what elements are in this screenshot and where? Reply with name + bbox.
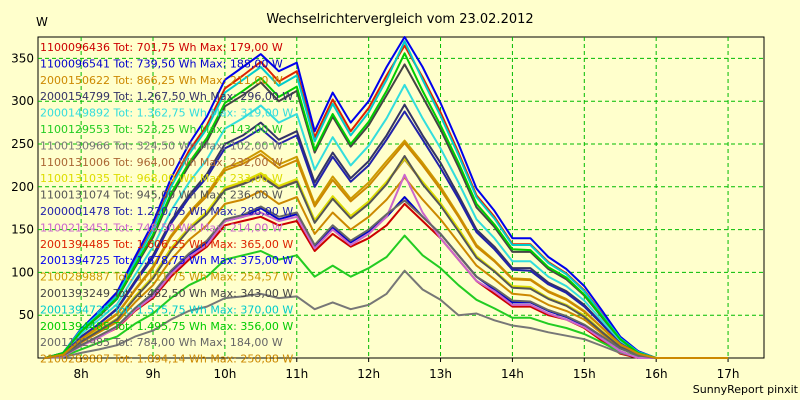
y-tick-label: 300	[11, 94, 34, 108]
x-tick-label: 11h	[285, 367, 308, 381]
series-lines	[44, 36, 729, 359]
legend-entry: 1100096436 Tot: 701,75 Wh Max: 179,00 W	[40, 41, 283, 54]
legend-entry: 2001394485 Tot: 1.606,25 Wh Max: 365,00 …	[40, 238, 293, 251]
series-line	[45, 234, 729, 359]
y-tick-label: 250	[11, 137, 34, 151]
series-line	[45, 269, 729, 359]
y-axis-ticks: 50 100 150 200 250 300 350	[11, 51, 34, 322]
x-tick-label: 17h	[717, 367, 740, 381]
legend-entry: 2000154799 Tot: 1.267,50 Wh Max: 296,00 …	[40, 90, 293, 103]
legend-entry: 2000149892 Tot: 1.362,75 Wh Max: 319,00 …	[40, 107, 293, 120]
legend-entry: 2001394725 Tot: 1.678,75 Wh Max: 375,00 …	[40, 254, 293, 267]
legend-entry: 2000150622 Tot: 866,25 Wh Max: 211,00 W	[40, 74, 283, 87]
x-tick-label: 8h	[74, 367, 89, 381]
y-tick-label: 200	[11, 180, 34, 194]
series-line	[44, 52, 729, 359]
x-tick-label: 12h	[357, 367, 380, 381]
x-tick-label: 13h	[429, 367, 452, 381]
series-line	[44, 110, 729, 359]
series-line	[45, 155, 729, 359]
series-line	[44, 83, 729, 359]
series-line	[45, 173, 729, 359]
x-tick-label: 15h	[573, 367, 596, 381]
legend-entry: 1100213451 Tot: 748,50 Wh Max: 214,00 W	[40, 221, 283, 234]
legend-entry: 1100130966 Tot: 324,50 Wh Max: 102,00 W	[40, 139, 283, 152]
legend-entry: 2001394485 Tot: 1.495,75 Wh Max: 356,00 …	[40, 320, 293, 333]
x-tick-label: 9h	[145, 367, 160, 381]
legend-entry: 1100096541 Tot: 739,50 Wh Max: 188,00 W	[40, 57, 283, 70]
legend-entry: 2100289887 Tot: 1.111,75 Wh Max: 254,57 …	[40, 271, 293, 284]
y-tick-label: 350	[11, 51, 34, 65]
y-tick-label: 150	[11, 223, 34, 237]
footer-credit: SunnyReport pinxit	[693, 383, 799, 396]
x-tick-label: 10h	[213, 367, 236, 381]
series-line	[45, 142, 729, 359]
x-tick-label: 14h	[501, 367, 524, 381]
legend-entry: 2001394723 Tot: 1.575,75 Wh Max: 370,00 …	[40, 303, 293, 316]
x-axis-ticks: 8h 9h 10h 11h 12h 13h 14h 15h 16h 17h	[74, 358, 740, 381]
legend: 1100096436 Tot: 701,75 Wh Max: 179,00 W 1…	[40, 41, 293, 366]
legend-entry: 1100131006 Tot: 964,00 Wh Max: 232,00 W	[40, 156, 283, 169]
legend-entry: 2001393249 Tot: 1.482,50 Wh Max: 343,00 …	[40, 287, 293, 300]
legend-entry: 1100131035 Tot: 968,00 Wh Max: 233,00 W	[40, 172, 283, 185]
series-line	[44, 36, 729, 359]
y-axis-unit: W	[36, 15, 48, 29]
series-line	[45, 199, 729, 359]
y-tick-label: 100	[11, 265, 34, 279]
legend-entry: 1100129553 Tot: 523,25 Wh Max: 143,00 W	[40, 123, 283, 136]
y-tick-label: 50	[19, 308, 34, 322]
legend-entry: 1100131074 Tot: 945,00 Wh Max: 236,00 W	[40, 189, 283, 202]
legend-entry: 2100289887 Tot: 1.094,14 Wh Max: 250,88 …	[40, 353, 293, 366]
chart-title: Wechselrichtervergleich vom 23.02.2012	[266, 12, 533, 27]
legend-entry: 2001102985 Tot: 784,00 Wh Max: 184,00 W	[40, 336, 283, 349]
x-tick-label: 16h	[645, 367, 668, 381]
legend-entry: 2000001478 Tot: 1.220,75 Wh Max: 288,00 …	[40, 205, 293, 218]
